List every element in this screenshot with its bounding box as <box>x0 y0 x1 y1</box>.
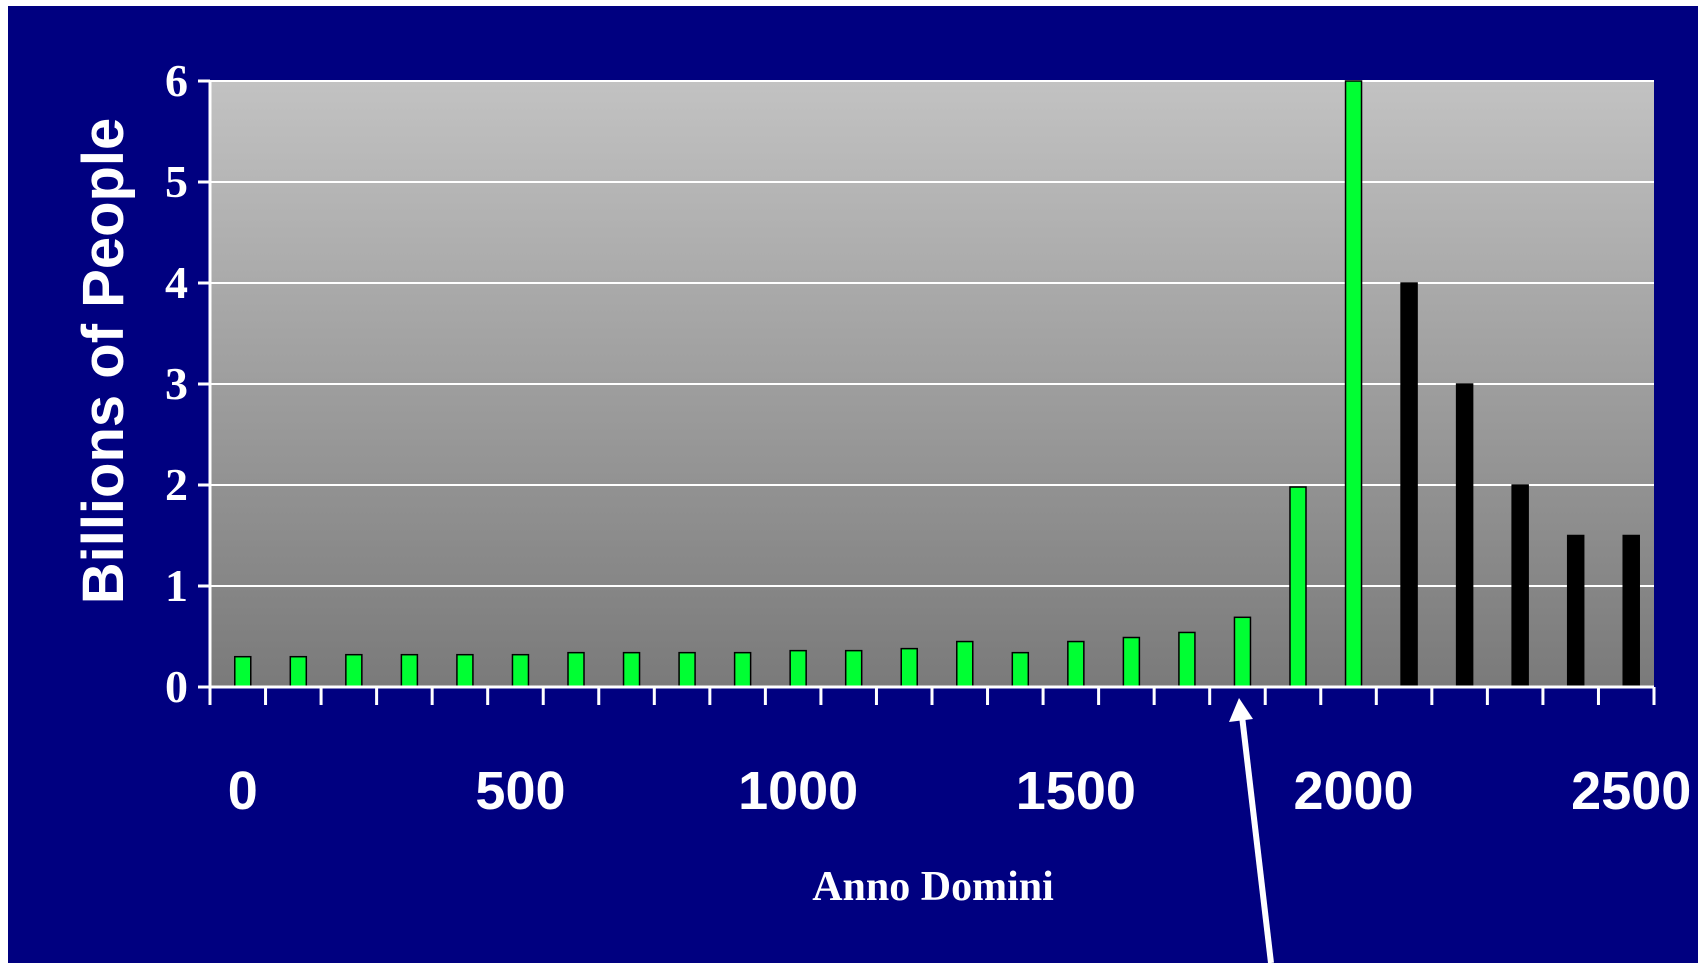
bar-2500 <box>1622 534 1640 688</box>
y-tick-label: 3 <box>165 358 188 409</box>
bar-700 <box>622 651 641 688</box>
x-tick-label: 0 <box>228 761 258 821</box>
y-axis-label: Billions of People <box>71 118 136 605</box>
bar-2200 <box>1455 383 1474 688</box>
x-tick-labels: 0 500 1000 1500 2000 2500 <box>208 687 1691 821</box>
y-tick-label: 5 <box>165 156 188 207</box>
y-tick-label: 0 <box>165 661 188 712</box>
bar-1600 <box>1122 636 1141 688</box>
arrow-pointer <box>1229 698 1274 963</box>
bar-1800 <box>1233 616 1252 688</box>
bar-1900 <box>1289 486 1307 688</box>
bar-1700 <box>1178 631 1196 688</box>
bar-1500 <box>1067 640 1085 688</box>
x-tick-label: 2500 <box>1571 761 1691 821</box>
x-tick-label: 500 <box>475 761 565 821</box>
bar-300 <box>400 653 419 688</box>
bars <box>234 80 1640 688</box>
y-tick-labels: 0 1 2 3 4 5 6 <box>165 55 210 712</box>
bar-1200 <box>900 647 918 688</box>
bar-100 <box>289 655 308 688</box>
bar-1300 <box>956 640 974 688</box>
x-axis-label: Anno Domini <box>812 864 1054 910</box>
x-tick-label: 1000 <box>738 761 858 821</box>
bar-1400 <box>1011 651 1030 688</box>
population-bar-chart: 0 1 2 3 4 5 6 0 500 1000 1500 2000 2500 Billions of… <box>71 55 1691 963</box>
x-tick-label: 1500 <box>1016 761 1136 821</box>
bar-900 <box>733 651 752 688</box>
slide-background: 0 1 2 3 4 5 6 0 500 1000 1500 2000 2500 Billions of… <box>8 6 1698 963</box>
bar-2000 <box>1344 80 1363 688</box>
y-tick-label: 1 <box>165 560 188 611</box>
y-tick-label: 6 <box>165 55 188 106</box>
y-tick-label: 4 <box>165 257 188 308</box>
bar-2400 <box>1566 534 1585 688</box>
bar-2300 <box>1511 484 1529 688</box>
bar-800 <box>678 651 696 688</box>
bar-500 <box>511 653 530 688</box>
x-tick-label: 2000 <box>1293 761 1413 821</box>
bar-400 <box>456 653 474 688</box>
y-tick-label: 2 <box>165 459 188 510</box>
bar-1100 <box>844 649 863 688</box>
bar-0 <box>234 655 252 688</box>
bar-600 <box>567 651 585 688</box>
bar-2100 <box>1400 282 1418 688</box>
bar-200 <box>345 653 363 688</box>
bar-1000 <box>789 649 807 688</box>
gridlines <box>210 80 1654 587</box>
